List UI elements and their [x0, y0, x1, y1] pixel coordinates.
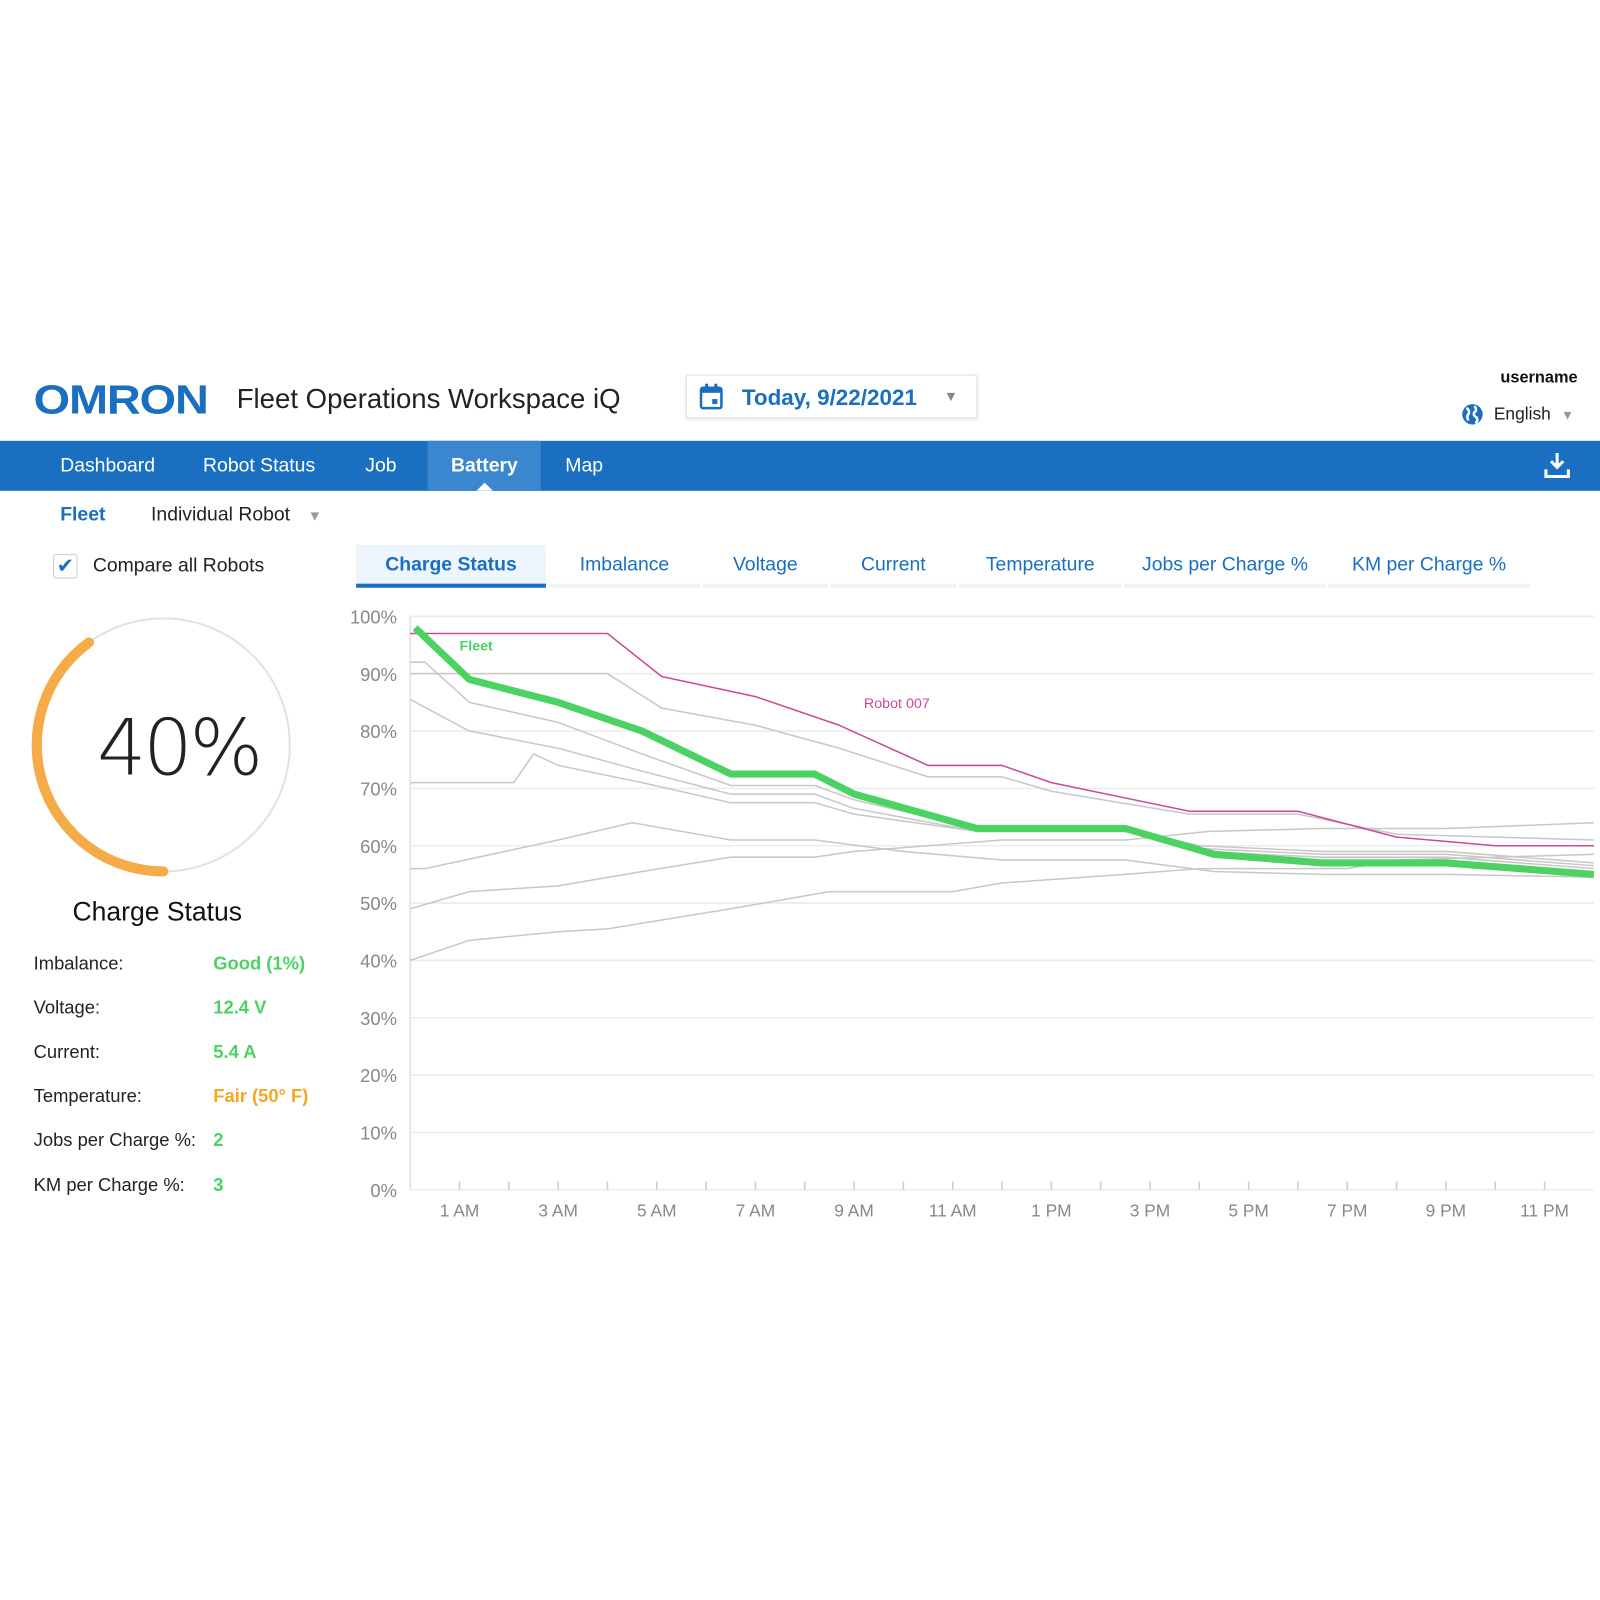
- nav-job[interactable]: Job: [365, 455, 397, 477]
- series-line-robot-9: [409, 853, 1594, 962]
- series-line-robot-2: [410, 661, 1594, 864]
- app-title: Fleet Operations Workspace iQ: [236, 383, 621, 415]
- x-tick-label: 9 AM: [834, 1200, 874, 1220]
- compare-checkbox[interactable]: ✔: [53, 554, 78, 579]
- x-tick-label: 5 AM: [637, 1200, 677, 1220]
- nav-map[interactable]: Map: [565, 455, 604, 477]
- stat-value: 12.4 V: [213, 997, 267, 1018]
- omron-logo: OMRON: [33, 377, 209, 423]
- language-label: English: [1493, 404, 1551, 424]
- compare-label: Compare all Robots: [92, 555, 265, 577]
- stat-label: Current:: [33, 1041, 101, 1062]
- stat-label: Temperature:: [33, 1085, 142, 1107]
- x-tick-label: 7 AM: [736, 1200, 776, 1220]
- x-tick-label: 11 AM: [929, 1200, 977, 1220]
- fleet-toggle[interactable]: Fleet: [60, 504, 106, 526]
- date-value: Today, 9/22/2021: [741, 384, 917, 411]
- stat-value: 3: [213, 1173, 224, 1195]
- x-tick-label: 3 AM: [538, 1200, 577, 1220]
- x-tick-label: 9 PM: [1426, 1200, 1466, 1220]
- gauge-value: 40%: [96, 702, 263, 793]
- series-line-robot-007: [410, 632, 1594, 847]
- language-select[interactable]: English ▼: [1461, 403, 1574, 425]
- stat-label: Voltage:: [33, 997, 101, 1018]
- chevron-down-icon: ▼: [943, 387, 959, 405]
- tab-jobs-per-charge[interactable]: Jobs per Charge %: [1124, 545, 1326, 588]
- series-line-fleet: [412, 625, 1595, 878]
- y-tick-label: 70%: [360, 779, 397, 800]
- x-tick-label: 3 PM: [1130, 1200, 1170, 1220]
- y-tick-label: 50%: [360, 893, 397, 914]
- series-line-robot-3: [410, 672, 1594, 841]
- nav-robot-status[interactable]: Robot Status: [203, 455, 316, 477]
- stat-value: 2: [213, 1129, 224, 1151]
- chevron-down-icon: ▼: [307, 507, 322, 524]
- tab-current[interactable]: Current: [830, 545, 957, 588]
- stat-label: KM per Charge %:: [33, 1173, 185, 1195]
- tab-imbalance[interactable]: Imbalance: [548, 545, 700, 588]
- y-tick-label: 90%: [360, 664, 397, 685]
- y-tick-label: 0%: [370, 1180, 397, 1201]
- y-tick-label: 100%: [350, 606, 397, 627]
- series-line-robot-5: [410, 753, 1594, 870]
- y-tick-label: 80%: [360, 721, 397, 742]
- calendar-icon: [699, 383, 723, 410]
- series-label: Fleet: [460, 639, 494, 655]
- series-line-robot-4: [409, 698, 1594, 867]
- nav-dashboard[interactable]: Dashboard: [60, 455, 156, 477]
- series-line-robot-6: [410, 822, 1594, 879]
- main-nav: Dashboard Robot Status Job Battery Map: [0, 440, 1600, 491]
- stat-label: Imbalance:: [33, 953, 124, 974]
- stat-value: 5.4 A: [213, 1041, 257, 1062]
- y-tick-label: 30%: [360, 1008, 397, 1029]
- stat-value: Good (1%): [213, 953, 306, 974]
- individual-robot-label: Individual Robot: [151, 504, 291, 526]
- tab-temperature[interactable]: Temperature: [959, 545, 1122, 588]
- x-tick-label: 7 PM: [1327, 1200, 1367, 1220]
- date-picker[interactable]: Today, 9/22/2021 ▼: [685, 374, 978, 419]
- gauge-fill: [31, 637, 169, 877]
- download-icon[interactable]: [1543, 451, 1572, 480]
- series-line-robot-8: [409, 822, 1594, 910]
- individual-robot-select[interactable]: Individual Robot ▼: [151, 504, 322, 526]
- y-tick-label: 20%: [360, 1065, 397, 1086]
- x-tick-label: 11 PM: [1520, 1200, 1569, 1220]
- gauge-title: Charge Status: [72, 895, 243, 927]
- tab-voltage[interactable]: Voltage: [703, 545, 828, 588]
- y-tick-label: 60%: [360, 836, 397, 857]
- series-label: Robot 007: [864, 696, 930, 712]
- stat-value: Fair (50° F): [213, 1085, 309, 1107]
- metric-tabs: Charge Status Imbalance Voltage Current …: [356, 544, 1530, 588]
- x-tick-label: 1 PM: [1031, 1200, 1071, 1220]
- tab-charge-status[interactable]: Charge Status: [356, 544, 546, 588]
- tab-km-per-charge[interactable]: KM per Charge %: [1328, 545, 1530, 588]
- x-tick-label: 5 PM: [1228, 1200, 1268, 1220]
- nav-battery[interactable]: Battery: [427, 440, 542, 491]
- y-tick-label: 40%: [360, 951, 397, 972]
- x-tick-label: 1 AM: [440, 1200, 480, 1220]
- username[interactable]: username: [1500, 369, 1578, 387]
- stat-label: Jobs per Charge %:: [33, 1129, 197, 1151]
- chevron-down-icon: ▼: [1560, 406, 1575, 422]
- charge-gauge: [31, 617, 291, 877]
- y-tick-label: 10%: [360, 1123, 397, 1144]
- globe-icon: [1462, 404, 1483, 425]
- charge-status-chart: 0% 10% 20% 30% 40% 50% 60% 70% 80% 90% 100% 1 AM 3 A…: [350, 606, 1595, 1220]
